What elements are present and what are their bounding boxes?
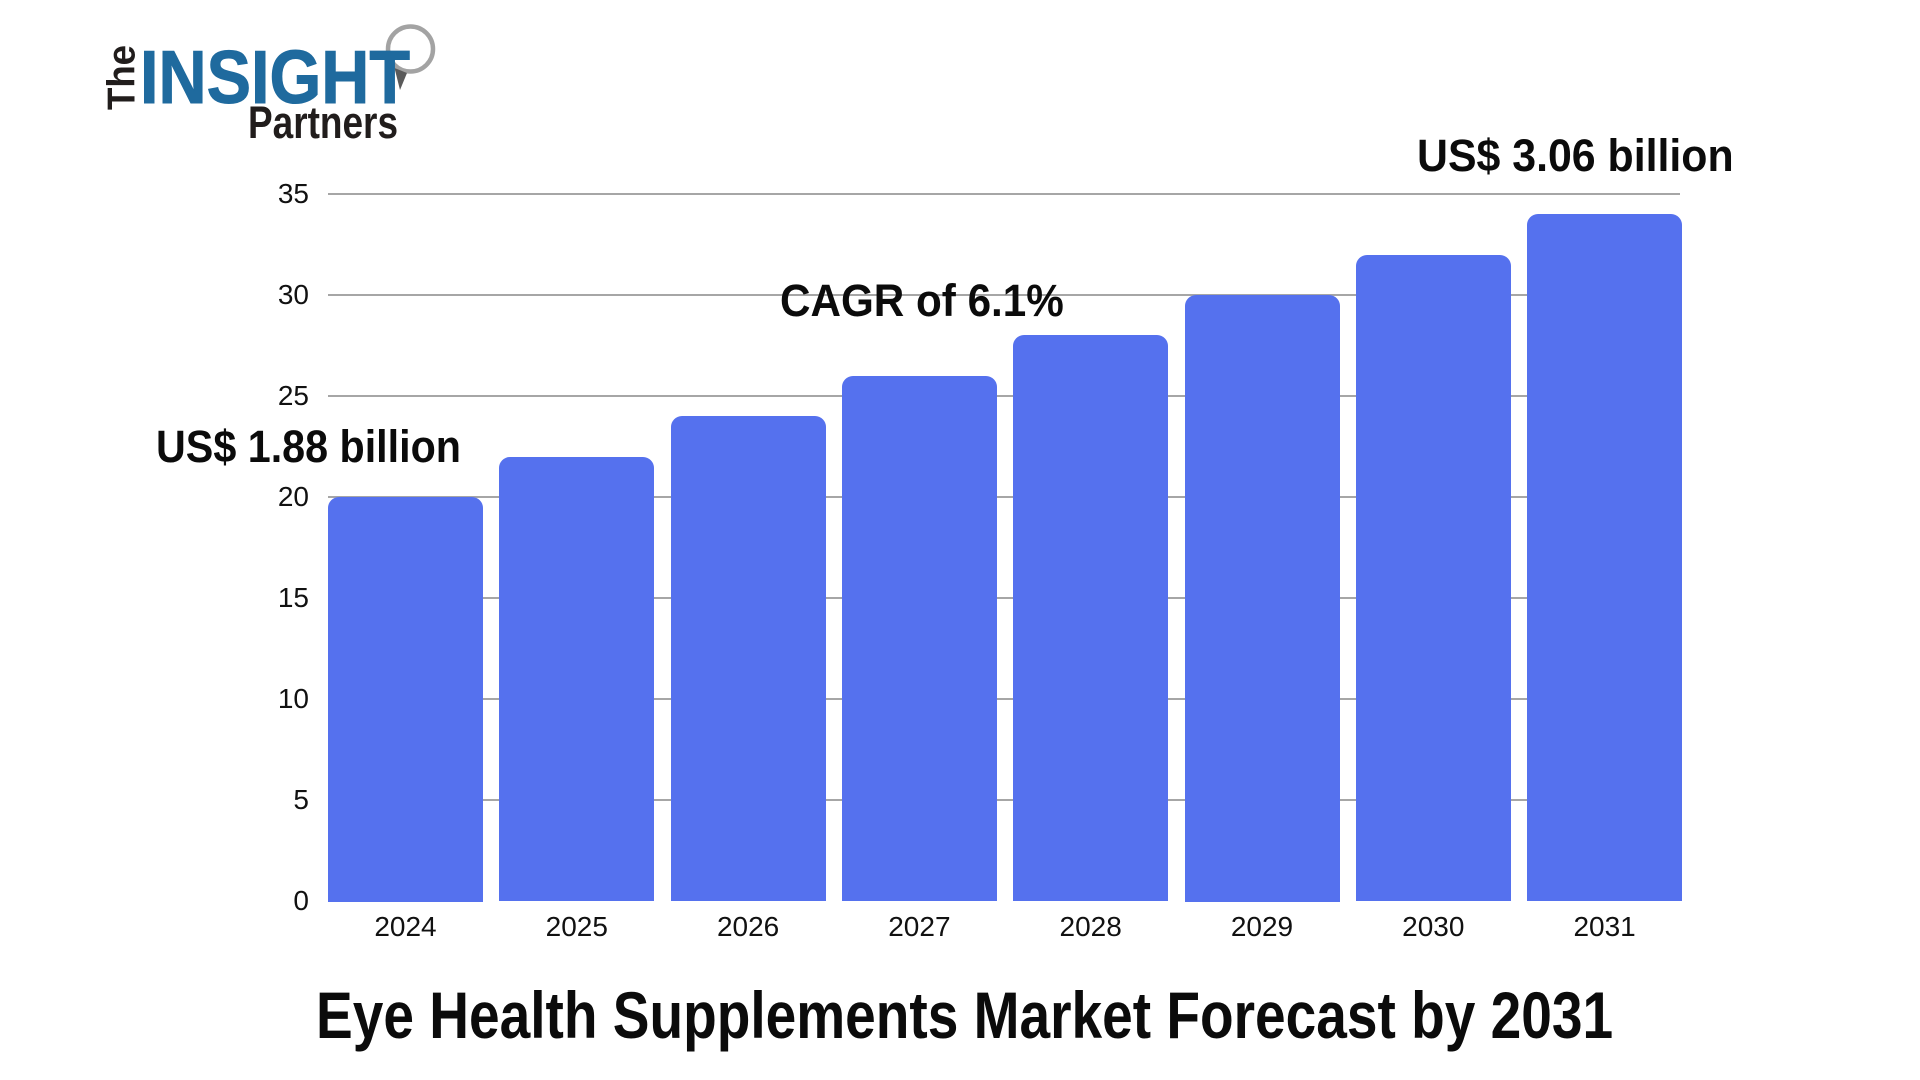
- svg-text:The: The: [101, 45, 144, 110]
- svg-text:Partners: Partners: [248, 97, 398, 148]
- svg-text:INSIGHT: INSIGHT: [140, 35, 410, 119]
